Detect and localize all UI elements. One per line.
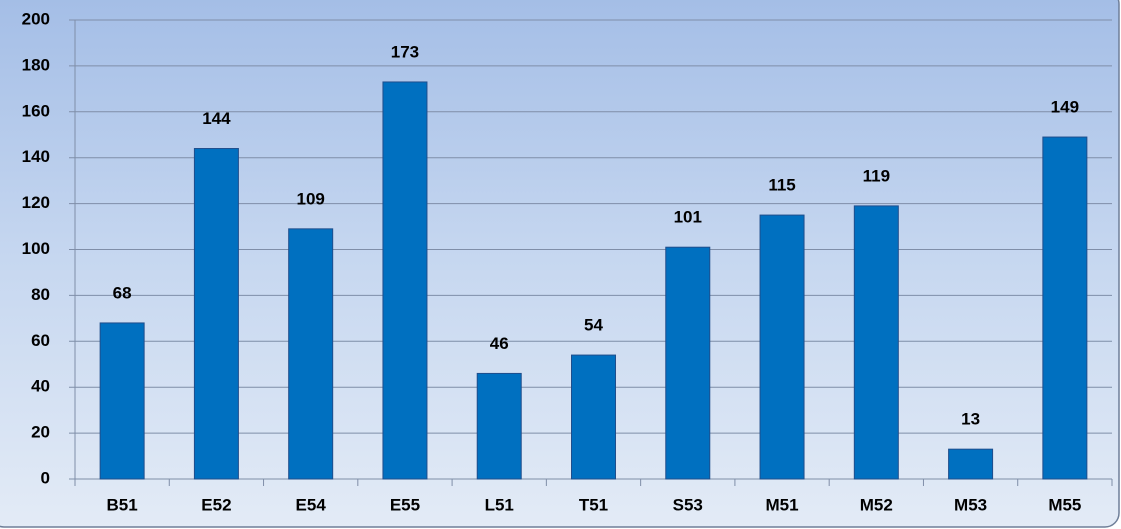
bar bbox=[476, 372, 522, 480]
data-label: 68 bbox=[113, 283, 132, 302]
y-tick-label: 40 bbox=[31, 377, 50, 396]
x-tick-label: B51 bbox=[107, 495, 138, 514]
y-tick-label: 20 bbox=[31, 423, 50, 442]
bar bbox=[193, 148, 239, 480]
y-tick-label: 180 bbox=[22, 55, 50, 74]
x-tick-label: L51 bbox=[485, 495, 514, 514]
data-label: 101 bbox=[674, 208, 702, 227]
y-tick-label: 60 bbox=[31, 331, 50, 350]
x-tick-label: M53 bbox=[954, 495, 987, 514]
bar bbox=[99, 322, 145, 480]
y-tick-label: 160 bbox=[22, 101, 50, 120]
x-tick-label: E55 bbox=[390, 495, 420, 514]
bar bbox=[665, 246, 711, 480]
bar bbox=[948, 448, 994, 480]
x-tick-label: M52 bbox=[860, 495, 893, 514]
data-label: 149 bbox=[1051, 98, 1079, 117]
x-tick-label: E54 bbox=[296, 495, 327, 514]
y-tick-label: 200 bbox=[22, 9, 50, 28]
x-tick-label: T51 bbox=[579, 495, 608, 514]
data-label: 13 bbox=[961, 410, 980, 429]
x-tick-label: E52 bbox=[201, 495, 231, 514]
bar bbox=[288, 228, 334, 480]
data-label: 173 bbox=[391, 42, 419, 61]
bar bbox=[571, 354, 616, 480]
data-label: 144 bbox=[202, 109, 231, 128]
bar bbox=[1042, 136, 1088, 480]
data-label: 109 bbox=[296, 189, 324, 208]
y-tick-label: 80 bbox=[31, 285, 50, 304]
y-tick-label: 140 bbox=[22, 147, 50, 166]
data-label: 54 bbox=[584, 316, 603, 335]
y-tick-label: 120 bbox=[22, 193, 50, 212]
bar bbox=[759, 214, 805, 480]
x-tick-label: M51 bbox=[766, 495, 799, 514]
x-tick-label: M55 bbox=[1048, 495, 1081, 514]
bar bbox=[853, 205, 899, 480]
y-tick-label: 100 bbox=[22, 239, 50, 258]
y-tick-label: 0 bbox=[41, 468, 50, 487]
bar bbox=[382, 81, 428, 480]
data-label: 119 bbox=[863, 166, 890, 185]
x-tick-label: S53 bbox=[673, 495, 703, 514]
data-label: 115 bbox=[768, 176, 795, 195]
data-label: 46 bbox=[490, 334, 509, 353]
